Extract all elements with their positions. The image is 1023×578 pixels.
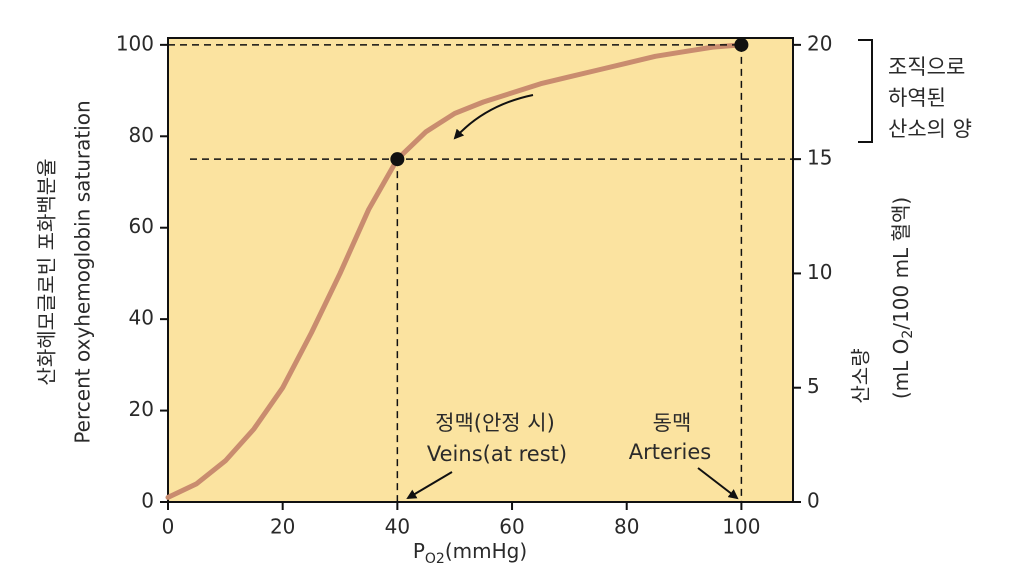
point — [390, 152, 405, 167]
arrow — [453, 94, 534, 140]
label-part: 2 — [900, 330, 916, 339]
point — [734, 37, 749, 52]
label-part: (mmHg) — [445, 539, 527, 563]
y-axis-label: Percent oxyhemoglobin saturation — [71, 100, 95, 443]
annotation: 조직으로 — [888, 55, 965, 79]
x-tick-label: 80 — [614, 515, 639, 539]
label-part: (mL O — [889, 339, 913, 400]
y2-axis-label: 산소량 — [849, 348, 873, 403]
annotation: 정맥(안정 시) — [435, 411, 555, 435]
x-tick-label: 40 — [385, 515, 410, 539]
x-tick-label: 0 — [162, 515, 175, 539]
y-axis-label: 산화헤모글로빈 포화백분율 — [35, 158, 59, 385]
y2-axis-label: (mL O2/100 mL 혈액) — [889, 197, 917, 399]
y2-tick-label: 5 — [807, 374, 820, 398]
curve — [165, 42, 744, 500]
x-tick-label: 60 — [499, 515, 524, 539]
y2-tick-label: 15 — [807, 146, 832, 170]
arrow — [697, 467, 739, 500]
x-axis-label: PO2(mmHg) — [413, 539, 527, 568]
annotation: Arteries — [629, 440, 711, 464]
bracket — [858, 39, 873, 143]
y2-tick-label: 0 — [807, 489, 820, 513]
annotation: Veins(at rest) — [427, 442, 567, 466]
y-tick-label: 60 — [129, 214, 154, 238]
annotation: 하역된 — [888, 86, 946, 110]
y-tick-label: 40 — [129, 306, 154, 330]
arrow — [406, 471, 453, 500]
y-tick-label: 80 — [129, 123, 154, 147]
y-tick-label: 0 — [141, 489, 154, 513]
label-part: O2 — [425, 551, 445, 567]
y-tick-label: 100 — [116, 31, 154, 55]
x-tick-label: 100 — [722, 515, 760, 539]
x-tick-label: 20 — [270, 515, 295, 539]
annotation: 동맥 — [653, 411, 692, 435]
y2-tick-label: 20 — [807, 31, 832, 55]
y-tick-label: 20 — [129, 397, 154, 421]
label-part: /100 mL 혈액) — [889, 197, 913, 330]
annotation: 산소의 양 — [888, 117, 972, 141]
y2-tick-label: 10 — [807, 260, 832, 284]
label-part: P — [413, 539, 425, 563]
